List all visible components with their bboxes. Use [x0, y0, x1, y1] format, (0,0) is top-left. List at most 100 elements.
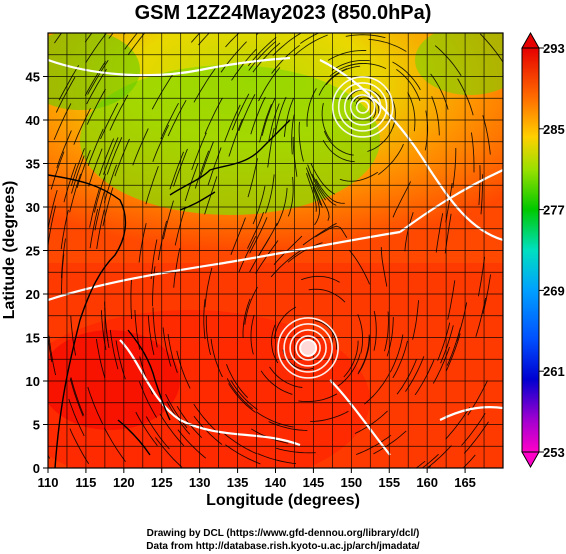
streamline	[159, 413, 185, 447]
streamline	[193, 68, 216, 103]
streamline	[162, 327, 172, 367]
isotherm-contour	[48, 56, 291, 77]
streamline	[479, 33, 503, 63]
streamline	[114, 138, 130, 177]
y-tick-label: 5	[33, 418, 40, 433]
isotherms	[48, 56, 503, 456]
streamline	[53, 103, 72, 140]
streamline	[373, 310, 377, 351]
streamline	[256, 411, 294, 428]
streamline	[392, 181, 412, 218]
streamline	[287, 176, 294, 217]
storm-ring	[331, 76, 394, 138]
streamline	[130, 279, 133, 320]
streamline	[314, 320, 337, 350]
streamline	[205, 315, 212, 356]
streamline	[373, 430, 407, 455]
streamline	[252, 185, 266, 225]
y-axis-label: Latitude (degrees)	[1, 181, 18, 320]
streamline	[177, 429, 207, 459]
streamline	[220, 41, 247, 73]
streamline	[434, 45, 462, 77]
streamline	[283, 97, 295, 137]
colorbar-tick-label: 261	[543, 364, 565, 379]
x-tick-label: 160	[416, 475, 438, 490]
streamline	[96, 209, 105, 249]
streamline	[60, 254, 65, 295]
streamline	[48, 331, 53, 363]
colorbar: 293 285 277 269 261 253	[521, 31, 565, 469]
streamline	[103, 137, 119, 175]
streamline	[198, 33, 210, 46]
storm-ring	[283, 323, 333, 373]
streamline	[435, 213, 444, 253]
streamline	[302, 222, 337, 246]
streamline	[70, 377, 85, 416]
streamline	[463, 421, 489, 454]
colorbar-tick-label: 253	[543, 445, 565, 460]
typhoon-eye	[299, 338, 318, 357]
streamline	[462, 454, 476, 468]
streamline	[152, 124, 170, 162]
streamline	[231, 48, 257, 81]
streamline	[60, 238, 66, 279]
streamline	[138, 381, 157, 418]
streamline	[94, 191, 105, 231]
streamline	[167, 99, 187, 137]
storm-ring	[349, 94, 376, 120]
streamline	[329, 62, 367, 77]
isotherm-contour	[439, 406, 503, 421]
streamline	[69, 378, 84, 417]
streamline	[426, 445, 452, 468]
footer-credit-data: Data from http://database.rish.kyoto-u.a…	[146, 541, 420, 552]
streamline	[48, 205, 57, 245]
streamline	[204, 97, 223, 134]
streamline	[55, 76, 76, 113]
streamline	[199, 141, 215, 180]
streamline	[93, 173, 107, 213]
streamline	[345, 34, 386, 39]
y-tick-label: 35	[26, 157, 40, 172]
streamline	[252, 42, 281, 73]
streamline	[272, 33, 303, 56]
streamline	[268, 103, 280, 143]
streamline	[308, 288, 346, 303]
streamline	[222, 432, 257, 455]
streamline	[339, 171, 379, 182]
streamline	[98, 138, 115, 176]
streamline	[343, 340, 359, 378]
streamline	[257, 453, 297, 465]
streamline	[298, 393, 338, 403]
x-tick-label: 155	[378, 475, 400, 490]
streamline	[437, 322, 451, 361]
streamline	[452, 148, 457, 188]
streamline	[415, 460, 426, 468]
y-tick-label: 10	[26, 374, 40, 389]
x-tick-label: 130	[189, 475, 211, 490]
streamline	[432, 346, 450, 384]
streamline	[174, 206, 186, 246]
isotherm-contour	[319, 59, 503, 242]
cool-region-ne	[415, 33, 503, 95]
streamline	[348, 249, 371, 285]
streamline	[173, 248, 181, 288]
streamline	[311, 174, 337, 206]
streamline	[357, 314, 364, 354]
streamline	[54, 33, 63, 44]
streamline	[194, 150, 210, 189]
streamline	[445, 182, 453, 223]
streamline	[230, 379, 258, 410]
colorbar-tick-label: 269	[543, 283, 565, 298]
coastline	[48, 174, 127, 468]
streamline	[152, 307, 158, 348]
streamline	[160, 102, 179, 140]
streamline	[461, 413, 486, 446]
x-tick-label: 145	[303, 475, 325, 490]
streamline	[145, 416, 170, 450]
streamline	[412, 300, 420, 340]
storm-ring	[355, 100, 370, 114]
colorbar-tick-label: 293	[543, 41, 565, 56]
x-tick-label: 115	[75, 475, 96, 490]
streamline	[267, 127, 275, 168]
streamline	[274, 96, 287, 136]
